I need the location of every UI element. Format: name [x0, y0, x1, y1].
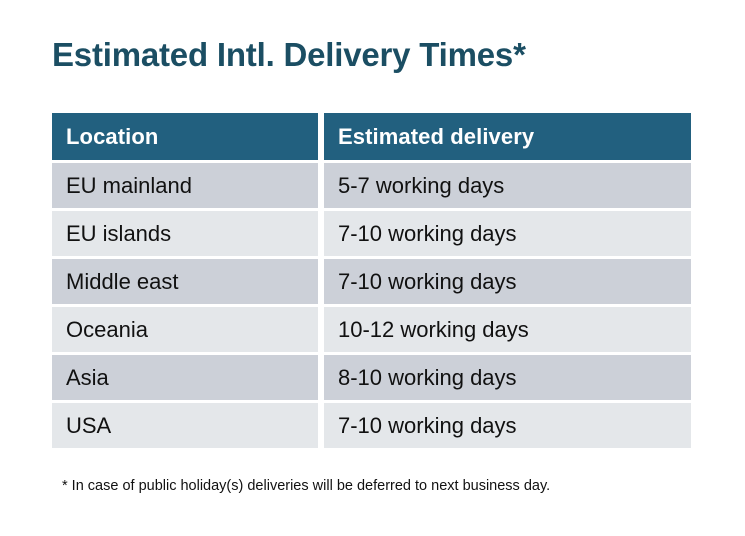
column-header-location: Location	[52, 113, 318, 160]
column-divider	[318, 307, 324, 352]
cell-location-text: Middle east	[66, 268, 179, 294]
column-divider	[318, 113, 324, 160]
cell-location-text: Oceania	[66, 316, 148, 342]
cell-delivery: 7-10 working days	[324, 403, 691, 448]
cell-delivery: 5-7 working days	[324, 163, 691, 208]
column-header-delivery-label: Estimated delivery	[338, 123, 535, 149]
cell-delivery: 7-10 working days	[324, 259, 691, 304]
cell-location: EU islands	[52, 211, 318, 256]
cell-delivery-text: 10-12 working days	[338, 316, 529, 342]
table-row: Middle east 7-10 working days	[52, 259, 691, 304]
table-header-row: Location Estimated delivery	[52, 113, 691, 160]
cell-delivery: 8-10 working days	[324, 355, 691, 400]
cell-location: EU mainland	[52, 163, 318, 208]
table-row: Oceania 10-12 working days	[52, 307, 691, 352]
cell-location-text: Asia	[66, 364, 109, 390]
footnote: * In case of public holiday(s) deliverie…	[62, 478, 551, 494]
table-row: EU mainland 5-7 working days	[52, 163, 691, 208]
column-divider	[318, 163, 324, 208]
cell-delivery: 10-12 working days	[324, 307, 691, 352]
column-header-delivery: Estimated delivery	[324, 113, 691, 160]
cell-location-text: EU islands	[66, 220, 172, 246]
cell-location-text: EU mainland	[66, 172, 192, 198]
column-header-location-label: Location	[66, 123, 159, 149]
delivery-times-table: Location Estimated delivery EU mainland …	[52, 113, 691, 451]
column-divider	[318, 211, 324, 256]
table-row: EU islands 7-10 working days	[52, 211, 691, 256]
cell-location: Middle east	[52, 259, 318, 304]
column-divider	[318, 355, 324, 400]
cell-delivery-text: 8-10 working days	[338, 364, 517, 390]
cell-delivery-text: 5-7 working days	[338, 172, 505, 198]
page-title: Estimated Intl. Delivery Times*	[52, 36, 526, 73]
column-divider	[318, 403, 324, 448]
table-row: USA 7-10 working days	[52, 403, 691, 448]
column-divider	[318, 259, 324, 304]
cell-delivery-text: 7-10 working days	[338, 220, 517, 246]
cell-location: Oceania	[52, 307, 318, 352]
cell-location: Asia	[52, 355, 318, 400]
cell-delivery: 7-10 working days	[324, 211, 691, 256]
cell-location: USA	[52, 403, 318, 448]
cell-delivery-text: 7-10 working days	[338, 268, 517, 294]
cell-location-text: USA	[66, 412, 112, 438]
cell-delivery-text: 7-10 working days	[338, 412, 517, 438]
table-row: Asia 8-10 working days	[52, 355, 691, 400]
